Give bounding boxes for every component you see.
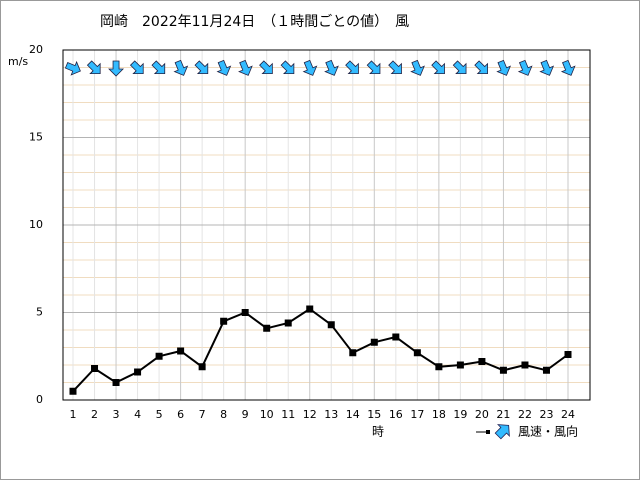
x-tick-label: 3	[113, 408, 120, 421]
wind-arrow	[129, 60, 144, 75]
wind-arrow	[216, 59, 232, 76]
wind-arrow	[173, 59, 189, 76]
wind-arrow	[388, 60, 402, 75]
wind-arrow	[151, 60, 166, 75]
x-tick-label: 18	[432, 408, 446, 421]
wind-arrow	[452, 60, 467, 75]
speed-marker	[177, 347, 185, 355]
x-tick-label: 14	[346, 408, 360, 421]
x-tick-label: 9	[242, 408, 249, 421]
x-tick-label: 1	[70, 408, 77, 421]
wind-arrow	[86, 60, 101, 75]
x-tick-label: 19	[453, 408, 467, 421]
wind-arrow	[539, 59, 555, 76]
y-tick-label: 10	[29, 218, 43, 231]
wind-arrow	[410, 59, 425, 76]
speed-marker	[349, 349, 357, 357]
speed-marker	[478, 358, 486, 365]
x-tick-label: 4	[134, 408, 141, 421]
x-tick-label: 11	[281, 408, 295, 421]
speed-marker	[263, 324, 271, 332]
x-tick-label: 13	[324, 408, 338, 421]
speed-marker	[220, 317, 228, 325]
speed-marker	[112, 379, 120, 386]
x-tick-label: 16	[389, 408, 403, 421]
x-tick-label: 5	[156, 408, 163, 421]
x-tick-label: 21	[496, 408, 510, 421]
speed-line	[72, 307, 569, 392]
speed-marker	[69, 387, 77, 395]
x-axis-label: 時	[372, 425, 384, 439]
x-tick-label: 12	[303, 408, 317, 421]
wind-arrow	[280, 60, 295, 75]
x-tick-label: 10	[260, 408, 274, 421]
wind-arrow	[366, 60, 381, 75]
speed-marker	[499, 366, 507, 374]
wind-arrow	[238, 59, 253, 76]
x-tick-label: 23	[539, 408, 553, 421]
speed-marker	[456, 361, 464, 369]
y-tick-label: 5	[36, 306, 43, 319]
speed-marker	[134, 368, 142, 376]
speed-marker	[435, 363, 443, 371]
x-tick-label: 22	[518, 408, 532, 421]
speed-marker	[413, 349, 421, 357]
speed-marker	[521, 361, 529, 369]
legend-arrow	[494, 424, 510, 440]
legend-marker	[486, 430, 490, 434]
y-axis-label: m/s	[8, 55, 28, 68]
speed-marker	[564, 351, 572, 358]
wind-arrow	[517, 59, 533, 76]
wind-arrow	[345, 60, 359, 75]
wind-arrow	[302, 59, 318, 76]
wind-arrow	[259, 60, 273, 75]
y-tick-label: 0	[36, 393, 43, 406]
wind-arrow	[108, 60, 125, 77]
x-tick-label: 7	[199, 408, 206, 421]
speed-marker	[198, 363, 206, 371]
wind-arrow	[324, 59, 339, 76]
legend: 風速・風向	[476, 424, 578, 440]
wind-arrow	[431, 60, 445, 75]
y-tick-label: 20	[29, 43, 43, 56]
wind-arrow	[64, 60, 81, 76]
speed-marker	[327, 321, 335, 329]
wind-arrow	[560, 59, 576, 76]
x-tick-label: 24	[561, 408, 575, 421]
speed-marker	[241, 309, 249, 316]
speed-marker	[155, 352, 163, 360]
plot-border	[62, 49, 591, 401]
wind-arrow	[474, 60, 488, 75]
legend-text: 風速・風向	[518, 424, 578, 439]
speed-marker	[284, 319, 292, 327]
speed-marker	[542, 366, 550, 374]
speed-marker	[370, 338, 378, 346]
x-tick-label: 15	[367, 408, 381, 421]
x-tick-label: 20	[475, 408, 489, 421]
x-tick-label: 17	[410, 408, 424, 421]
x-tick-label: 8	[220, 408, 227, 421]
x-tick-label: 2	[91, 408, 98, 421]
wind-arrow	[496, 59, 512, 76]
chart-title: 岡崎 2022年11月24日 （１時間ごとの値） 風	[100, 14, 409, 30]
x-tick-label: 6	[177, 408, 184, 421]
y-tick-label: 15	[29, 131, 43, 144]
speed-marker	[306, 305, 314, 313]
speed-marker	[91, 365, 99, 372]
speed-marker	[392, 333, 400, 341]
wind-arrow	[194, 60, 209, 75]
